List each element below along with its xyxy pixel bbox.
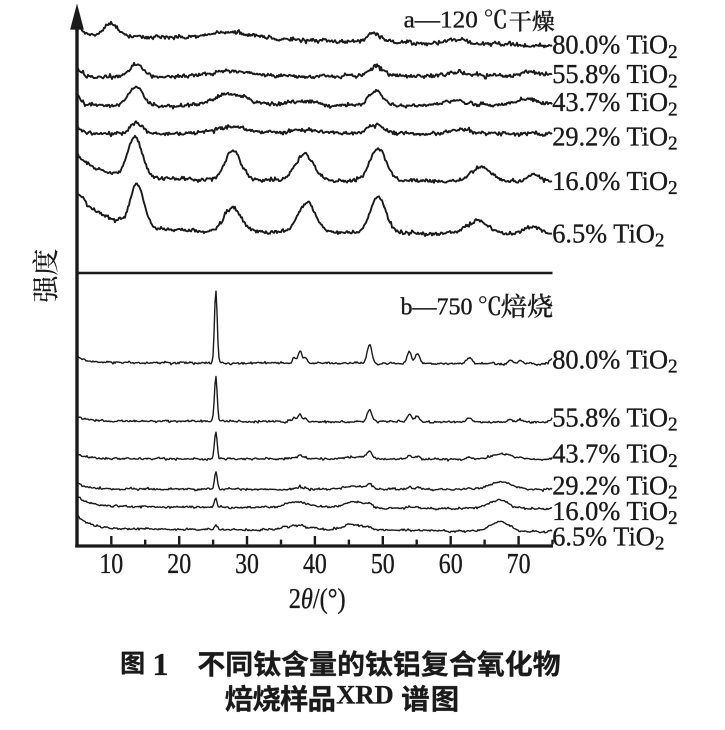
svg-text:20: 20 <box>167 548 191 579</box>
svg-text:a—120: a—120 <box>404 7 478 34</box>
svg-text:1: 1 <box>153 646 169 682</box>
svg-text:30: 30 <box>235 548 259 579</box>
svg-text:55.8% TiO2: 55.8% TiO2 <box>552 59 677 93</box>
svg-text:55.8% TiO2: 55.8% TiO2 <box>552 402 677 436</box>
svg-text:2θ/(°): 2θ/(°) <box>289 582 346 614</box>
svg-text:70: 70 <box>507 548 531 579</box>
svg-text:29.2% TiO2: 29.2% TiO2 <box>552 121 677 155</box>
svg-text:43.7% TiO2: 43.7% TiO2 <box>552 438 677 472</box>
svg-text:60: 60 <box>439 548 463 579</box>
svg-text:16.0% TiO2: 16.0% TiO2 <box>552 496 677 530</box>
svg-text:50: 50 <box>371 548 395 579</box>
svg-text:b—750: b—750 <box>401 293 473 320</box>
svg-text:80.0% TiO2: 80.0% TiO2 <box>552 29 677 63</box>
svg-text:80.0% TiO2: 80.0% TiO2 <box>552 344 677 378</box>
svg-text:16.0% TiO2: 16.0% TiO2 <box>552 166 677 200</box>
svg-text:10: 10 <box>99 548 123 579</box>
svg-text:XRD: XRD <box>336 680 393 710</box>
svg-text:43.7% TiO2: 43.7% TiO2 <box>552 87 677 121</box>
svg-text:40: 40 <box>303 548 327 579</box>
svg-text:6.5% TiO2: 6.5% TiO2 <box>552 521 664 555</box>
svg-text:29.2% TiO2: 29.2% TiO2 <box>552 470 677 504</box>
svg-text:6.5% TiO2: 6.5% TiO2 <box>552 218 664 252</box>
